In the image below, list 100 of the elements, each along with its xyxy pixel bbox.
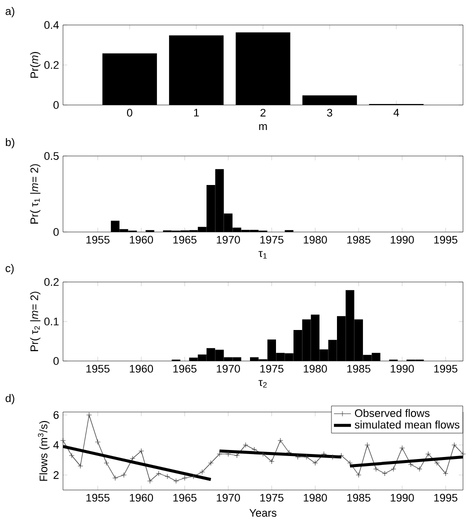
point <box>434 460 440 466</box>
point <box>190 474 196 480</box>
y-tick-label: 0 <box>53 101 59 109</box>
point <box>182 475 188 481</box>
x-tick-label: 1955 <box>86 236 110 244</box>
point <box>216 451 222 457</box>
point <box>164 474 170 480</box>
x-tick-label: 1980 <box>304 494 327 502</box>
point <box>121 472 127 478</box>
x-tick-label: 1975 <box>260 364 284 373</box>
x-axis-title: Years <box>249 509 276 517</box>
chart-title: b) <box>6 138 14 148</box>
x-tick-label: 1975 <box>260 236 284 244</box>
y-axis-title: Pr(m) <box>30 52 40 78</box>
x-tick-label: 1970 <box>216 364 240 373</box>
point <box>156 470 162 476</box>
x-tick-label: 0 <box>127 108 132 117</box>
x-tick-label: 1980 <box>304 364 327 373</box>
point <box>452 442 458 448</box>
point <box>68 452 74 458</box>
x-tick-label: 1960 <box>130 494 154 502</box>
point <box>173 478 179 484</box>
point <box>408 462 414 468</box>
y-tick-label: 4 <box>53 441 59 449</box>
y-tick-label: 0.4 <box>44 21 59 29</box>
x-tick-label: 2 <box>260 108 266 116</box>
chart-title: d) <box>6 394 14 404</box>
point <box>234 452 240 458</box>
y-axis-title: Pr( τ$_{1}$ |m= 2) <box>30 164 40 224</box>
point <box>442 470 448 476</box>
x-tick-label: 1955 <box>86 494 110 502</box>
point <box>147 478 153 484</box>
x-tick-label: 1975 <box>260 494 284 502</box>
point <box>278 438 284 444</box>
x-tick-label: 1965 <box>173 364 196 373</box>
x-axis-title: τ$_{1}$ <box>258 251 267 259</box>
y-tick-label: 0 <box>53 357 59 365</box>
x-tick-label: 1965 <box>173 494 196 502</box>
point <box>260 451 266 457</box>
y-axis-title: Flows (m$^{3}$/s) <box>38 420 50 481</box>
y-axis-title: Pr( τ$_{2}$ |m= 2) <box>30 292 40 352</box>
point <box>78 463 84 469</box>
x-tick-label: 4 <box>394 108 400 116</box>
point <box>416 466 422 472</box>
x-tick-label: 1985 <box>347 494 370 502</box>
point <box>330 454 336 460</box>
x-tick-label: 1955 <box>86 364 110 373</box>
point <box>425 451 431 457</box>
point <box>295 454 301 460</box>
point <box>130 456 136 462</box>
point <box>399 445 405 451</box>
x-tick-label: 1985 <box>347 364 370 373</box>
point <box>208 460 214 466</box>
point <box>321 451 327 457</box>
point <box>304 454 310 460</box>
x-tick-label: 1965 <box>173 236 196 244</box>
x-tick-label: 1 <box>194 108 199 116</box>
point <box>138 448 144 454</box>
chart-title: a) <box>6 7 14 18</box>
x-tick-label: 1990 <box>390 364 414 373</box>
y-tick-label: 0.1 <box>44 318 59 326</box>
x-axis-title: τ$_{2}$ <box>258 380 267 388</box>
y-tick-label: 2 <box>54 471 59 479</box>
x-tick-label: 1990 <box>390 236 414 244</box>
legend-label: simulated mean flows <box>354 420 460 429</box>
x-tick-label: 1985 <box>347 236 370 244</box>
text: Observed flows <box>354 408 430 417</box>
x-tick-label: 1995 <box>434 364 458 373</box>
y-tick-label: 6 <box>54 411 59 419</box>
point <box>95 439 101 445</box>
x-tick-label: 1990 <box>390 494 414 502</box>
y-tick-label: 0 <box>53 228 59 236</box>
y-tick-label: 0.2 <box>44 61 59 69</box>
point <box>356 472 362 478</box>
point <box>268 458 274 464</box>
x-tick-label: 1960 <box>130 236 154 244</box>
x-tick-label: 1960 <box>130 364 154 373</box>
point <box>112 475 118 481</box>
point <box>338 452 344 458</box>
point <box>390 466 396 472</box>
x-tick-label: 1970 <box>216 236 240 244</box>
x-axis-title: m <box>259 124 267 130</box>
point <box>86 412 92 418</box>
point <box>347 460 353 466</box>
point <box>104 460 110 466</box>
point <box>373 466 379 472</box>
x-tick-label: 3 <box>327 108 332 117</box>
y-tick-label: 0.5 <box>44 152 59 160</box>
y-tick-label: 0.2 <box>44 278 59 286</box>
point <box>252 446 258 452</box>
point <box>242 442 248 448</box>
point <box>382 470 388 476</box>
x-tick-label: 1980 <box>304 236 327 244</box>
x-tick-label: 1995 <box>434 494 458 502</box>
point <box>225 451 231 457</box>
point <box>286 450 292 456</box>
chart-title: c) <box>6 264 14 274</box>
point <box>312 460 318 466</box>
point <box>199 469 205 475</box>
x-tick-label: 1970 <box>216 494 240 502</box>
